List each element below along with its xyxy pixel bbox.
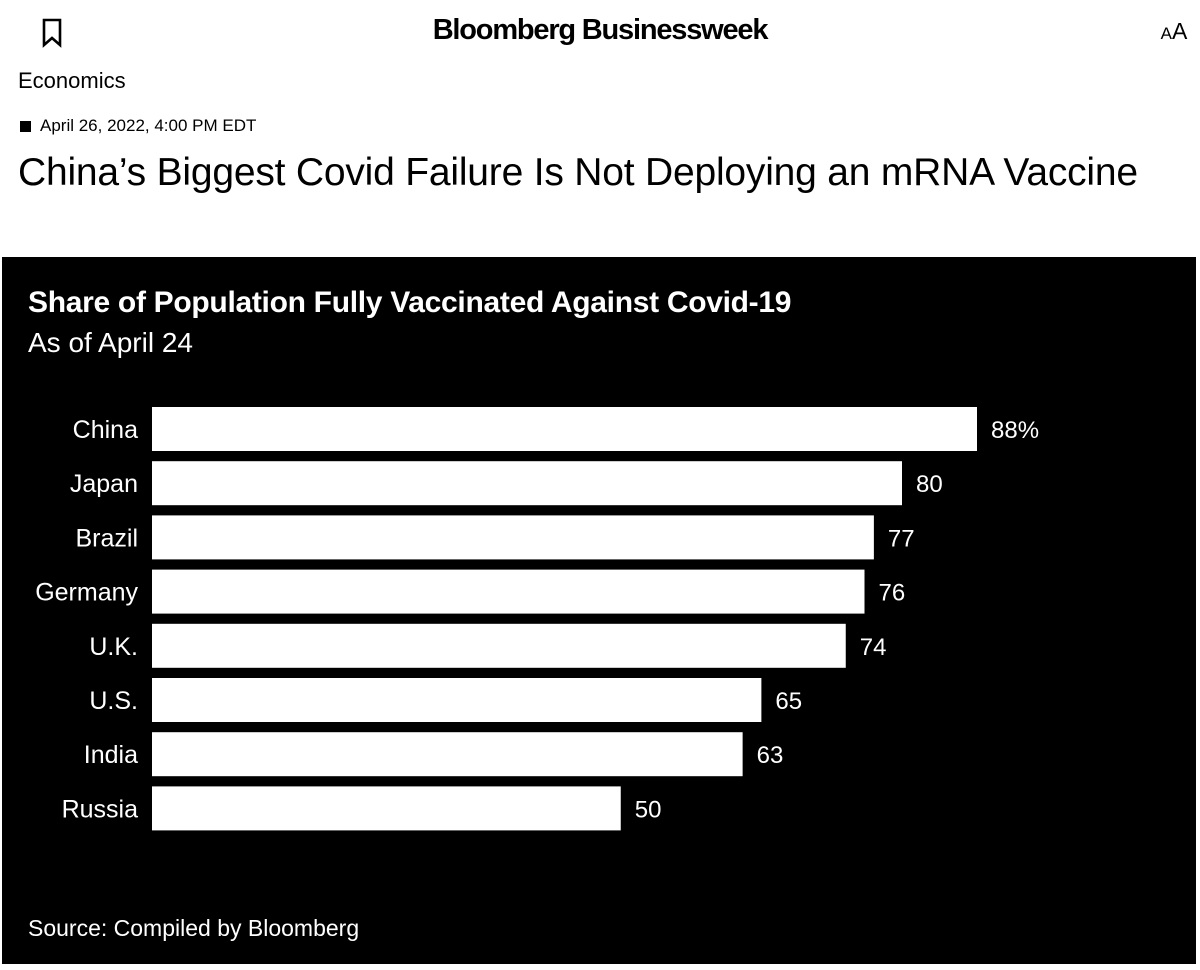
value-label: 80 xyxy=(916,471,943,498)
dateline: April 26, 2022, 4:00 PM EDT xyxy=(20,116,256,136)
text-size-small-icon: A xyxy=(1160,24,1172,43)
category-label: Germany xyxy=(35,579,138,607)
bar-russia xyxy=(152,786,621,831)
text-size-button[interactable]: A A xyxy=(1154,18,1194,46)
bar-u-k xyxy=(152,623,846,668)
publish-date: April 26, 2022, 4:00 PM EDT xyxy=(40,116,257,135)
bar-india xyxy=(152,732,743,777)
value-label: 76 xyxy=(879,580,906,607)
brand-logo[interactable]: Bloomberg Businessweek xyxy=(432,14,769,46)
category-label: China xyxy=(73,416,138,444)
square-bullet-icon xyxy=(20,120,31,132)
value-label: 77 xyxy=(888,525,915,552)
chart-source: Source: Compiled by Bloomberg xyxy=(28,915,360,941)
category-label: Brazil xyxy=(75,524,138,552)
category-label: India xyxy=(84,741,138,769)
value-label: 74 xyxy=(860,634,887,661)
chart-panel: Share of Population Fully Vaccinated Aga… xyxy=(2,257,1196,964)
bar-japan xyxy=(152,461,902,506)
section-link[interactable]: Economics xyxy=(18,68,126,93)
category-label: Russia xyxy=(62,795,139,823)
top-bar: Bloomberg Businessweek A A xyxy=(0,0,1200,62)
value-label: 88% xyxy=(991,417,1039,444)
bar-brazil xyxy=(152,515,874,560)
bookmark-button[interactable] xyxy=(36,16,68,50)
text-size-large-icon: A xyxy=(1172,18,1188,44)
category-label: Japan xyxy=(70,470,138,498)
bar-china xyxy=(152,407,977,451)
category-label: U.K. xyxy=(89,633,138,661)
value-label: 65 xyxy=(775,688,802,715)
value-label: 63 xyxy=(757,742,784,769)
bar-germany xyxy=(152,569,865,614)
chart-title: Share of Population Fully Vaccinated Aga… xyxy=(28,286,792,319)
bar-u-s xyxy=(152,678,762,722)
headline: China’s Biggest Covid Failure Is Not Dep… xyxy=(18,151,1138,194)
value-label: 50 xyxy=(635,796,662,823)
bookmark-icon xyxy=(42,18,62,48)
chart-subtitle: As of April 24 xyxy=(28,327,193,358)
category-label: U.S. xyxy=(89,687,138,715)
bar-chart: China 88% Japan 80 Brazil 77 Germany 76 U.K. 74 U.… xyxy=(35,407,1039,831)
